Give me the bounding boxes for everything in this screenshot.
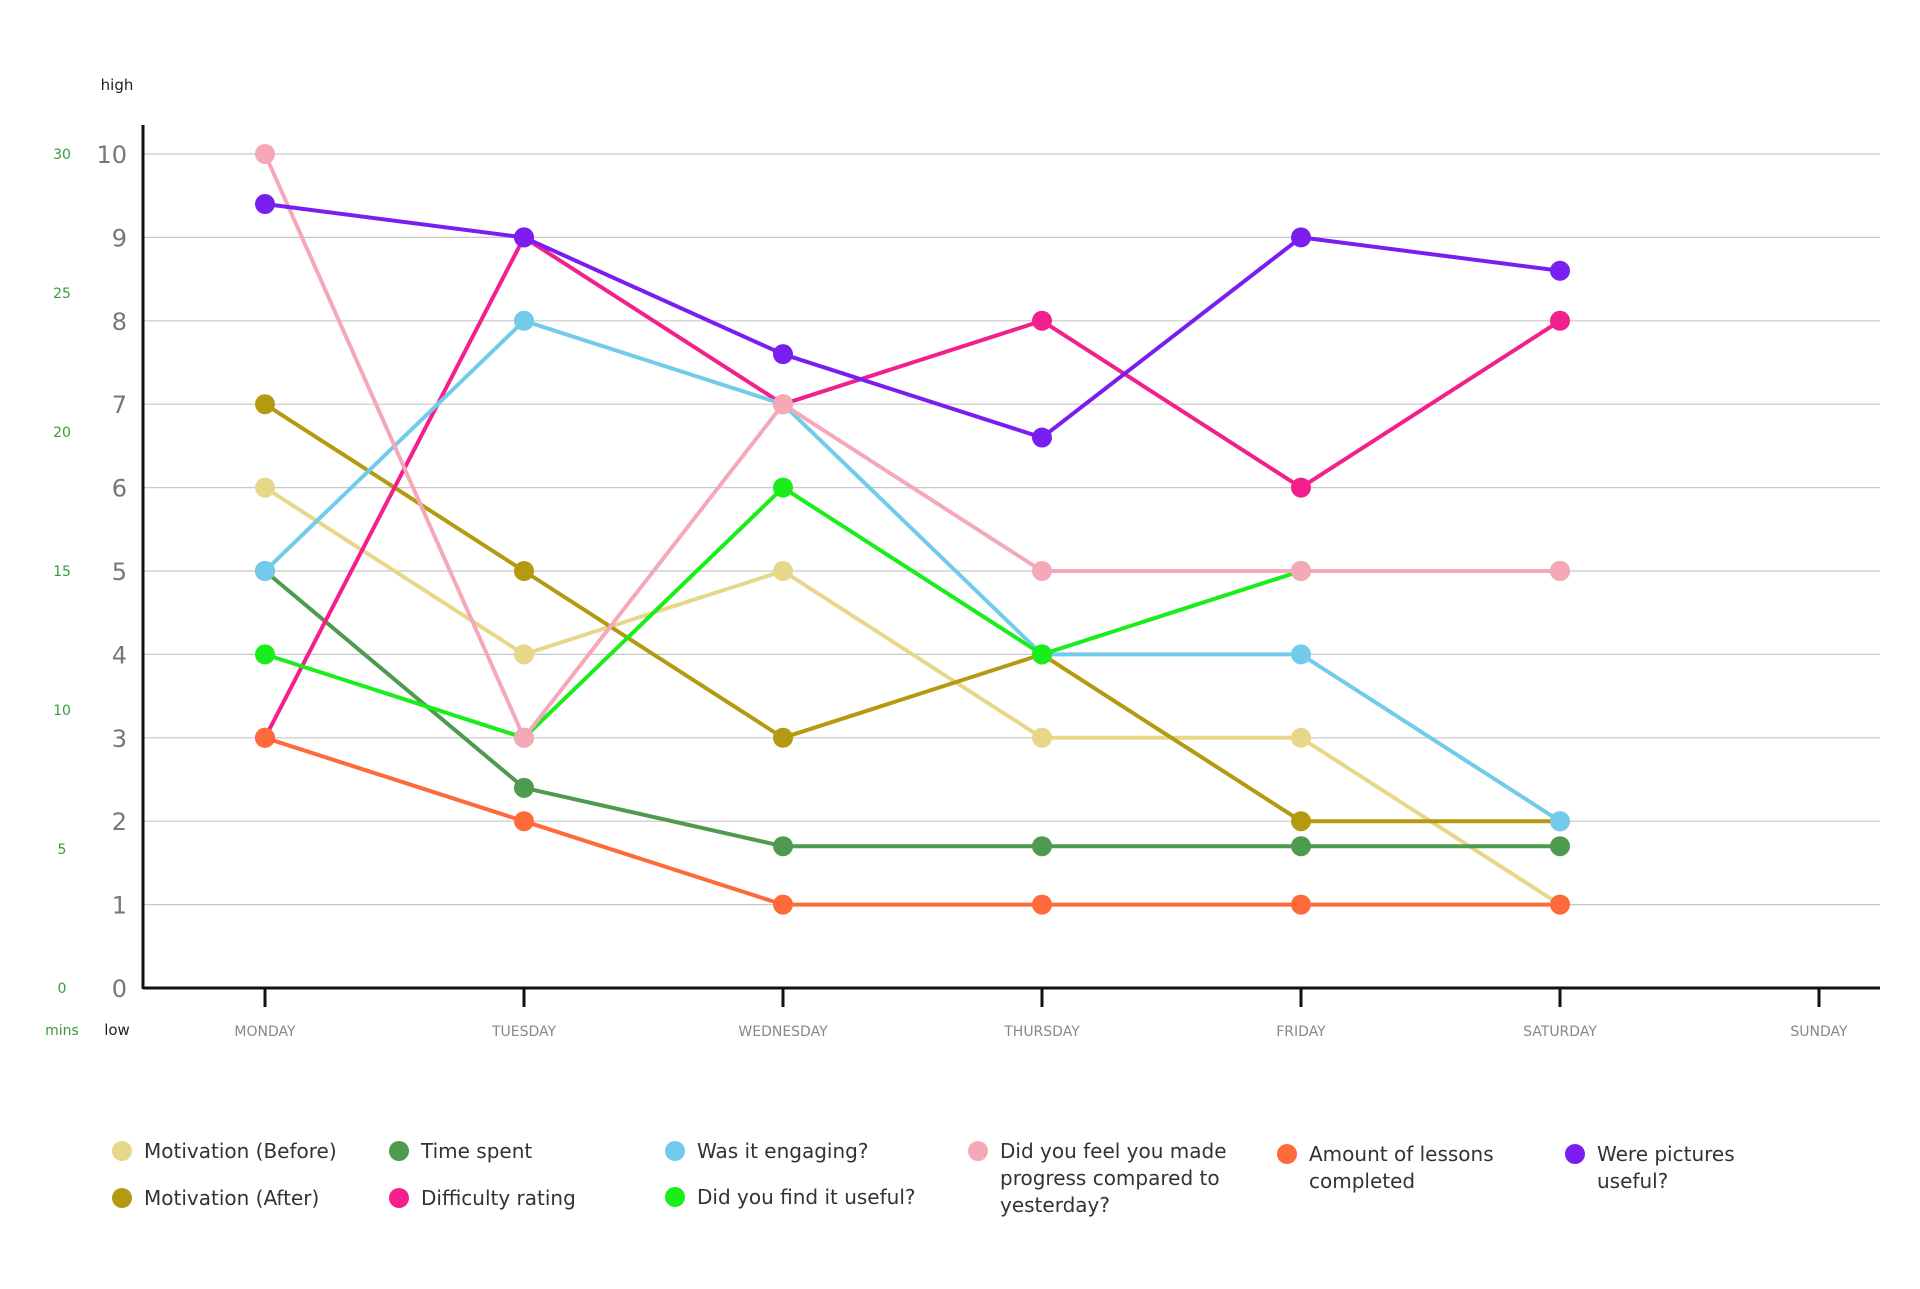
minutes-tick-label: 0 (58, 981, 67, 997)
series-points (255, 144, 1570, 915)
y-tick-label: 2 (112, 808, 127, 836)
data-point (773, 727, 793, 748)
data-point (255, 561, 275, 581)
data-point (514, 644, 534, 665)
y-tick-label: 9 (112, 224, 127, 252)
x-tick-label: SATURDAY (1523, 1024, 1597, 1040)
x-tick-label: FRIDAY (1276, 1024, 1326, 1040)
data-point (1291, 227, 1311, 248)
data-point (1032, 894, 1052, 915)
data-point (255, 394, 275, 415)
data-point (1291, 561, 1311, 581)
minutes-tick-label: 30 (53, 147, 71, 163)
data-point (1032, 561, 1052, 581)
minutes-unit-label: mins (45, 1023, 79, 1039)
minutes-tick-label: 5 (58, 842, 67, 858)
y-tick-label: 7 (112, 391, 127, 419)
y-tick-label: 4 (112, 641, 127, 669)
data-point (255, 644, 275, 665)
minutes-tick-label: 15 (53, 564, 71, 580)
data-point (514, 561, 534, 581)
data-point (1291, 477, 1311, 498)
data-point (255, 477, 275, 498)
data-point (1550, 310, 1570, 331)
data-point (1032, 644, 1052, 665)
y-tick-label: 3 (112, 725, 127, 753)
x-tick-label: MONDAY (234, 1024, 296, 1040)
data-point (1291, 811, 1311, 832)
y-tick-label: 1 (112, 892, 127, 920)
series-line (263, 569, 1562, 849)
minutes-tick-label: 20 (53, 425, 71, 441)
data-point (1032, 310, 1052, 331)
data-point (514, 310, 534, 331)
gridlines (143, 153, 1880, 906)
high-label: high (101, 76, 134, 94)
series-line (263, 152, 1562, 740)
data-point (255, 727, 275, 748)
series-line (263, 202, 1562, 440)
y-tick-label: 6 (112, 475, 127, 503)
series-line (263, 485, 1562, 907)
data-point (255, 144, 275, 164)
x-tick-label: WEDNESDAY (738, 1024, 828, 1040)
data-point (773, 477, 793, 498)
series-line (263, 235, 1562, 740)
x-tick-label: TUESDAY (491, 1024, 557, 1040)
axes (141, 125, 1880, 1007)
data-point (1032, 727, 1052, 748)
data-point (514, 727, 534, 748)
y-tick-label: 10 (96, 141, 127, 169)
data-point (514, 777, 534, 798)
data-point (1032, 427, 1052, 448)
minutes-tick-label: 25 (53, 286, 71, 302)
data-point (1291, 894, 1311, 915)
tick-labels: 0 1 2 3 4 5 6 7 8 9 10 0 5 10 15 20 25 30 mins high low MONDA… (45, 76, 1848, 1040)
series-line (263, 318, 1562, 824)
series-line (263, 402, 1562, 824)
low-label: low (104, 1021, 130, 1039)
data-point (514, 227, 534, 248)
data-point (773, 561, 793, 581)
data-point (514, 811, 534, 832)
data-point (773, 344, 793, 365)
y-tick-label: 5 (112, 558, 127, 586)
data-point (255, 194, 275, 215)
series-lines (263, 152, 1562, 907)
y-tick-label: 8 (112, 308, 127, 336)
x-tick-label: SUNDAY (1790, 1024, 1848, 1040)
data-point (1291, 727, 1311, 748)
data-point (1550, 260, 1570, 281)
data-point (1032, 836, 1052, 857)
y-tick-label: 0 (112, 975, 127, 1003)
data-point (1291, 836, 1311, 857)
x-tick-label: THURSDAY (1003, 1024, 1080, 1040)
series-line (263, 735, 1562, 907)
data-point (1291, 644, 1311, 665)
data-point (1550, 894, 1570, 915)
data-point (773, 836, 793, 857)
data-point (1550, 811, 1570, 832)
data-point (773, 894, 793, 915)
data-point (773, 394, 793, 415)
data-point (1550, 561, 1570, 581)
data-point (1550, 836, 1570, 857)
minutes-tick-label: 10 (53, 703, 71, 719)
